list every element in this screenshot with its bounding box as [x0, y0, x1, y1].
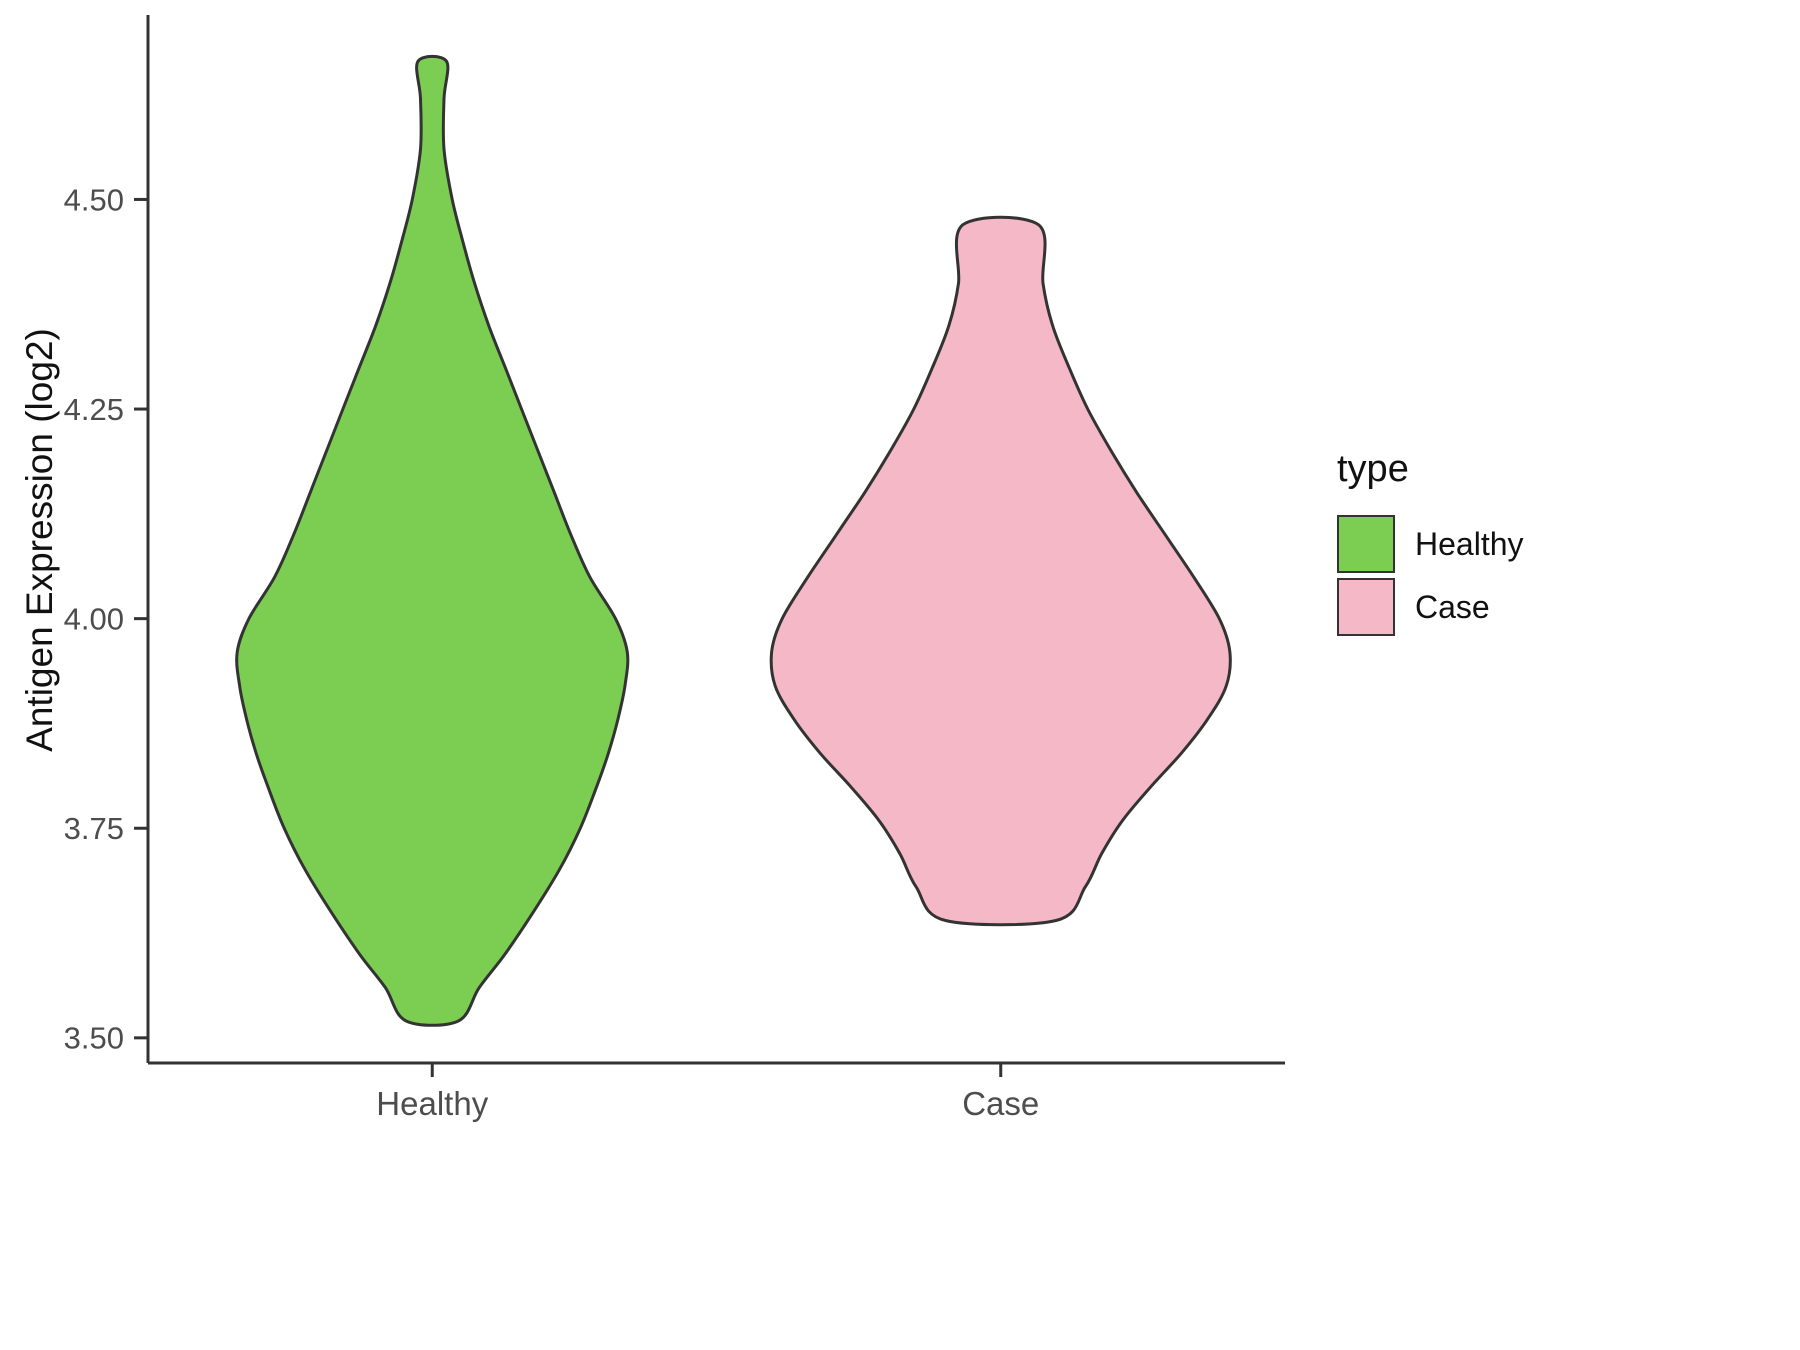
violin-case [769, 215, 1232, 927]
legend: type Healthy Case [1337, 448, 1524, 641]
legend-label-healthy: Healthy [1415, 525, 1524, 562]
legend-label-case: Case [1415, 588, 1490, 625]
y-tick-label: 4.25 [64, 392, 124, 427]
y-tick-label: 4.00 [64, 601, 124, 636]
violin-healthy [235, 54, 630, 1027]
y-tick-label: 3.50 [64, 1021, 124, 1056]
legend-item-case: Case [1337, 578, 1524, 636]
y-tick-label: 4.50 [64, 182, 124, 217]
legend-swatch-healthy [1337, 515, 1395, 573]
y-tick-label: 3.75 [64, 811, 124, 846]
legend-item-healthy: Healthy [1337, 515, 1524, 573]
x-tick-label: Healthy [376, 1085, 488, 1122]
y-axis-title: Antigen Expression (log2) [19, 328, 60, 752]
legend-swatch-case [1337, 578, 1395, 636]
x-tick-label: Case [962, 1085, 1039, 1122]
legend-title: type [1337, 448, 1409, 490]
